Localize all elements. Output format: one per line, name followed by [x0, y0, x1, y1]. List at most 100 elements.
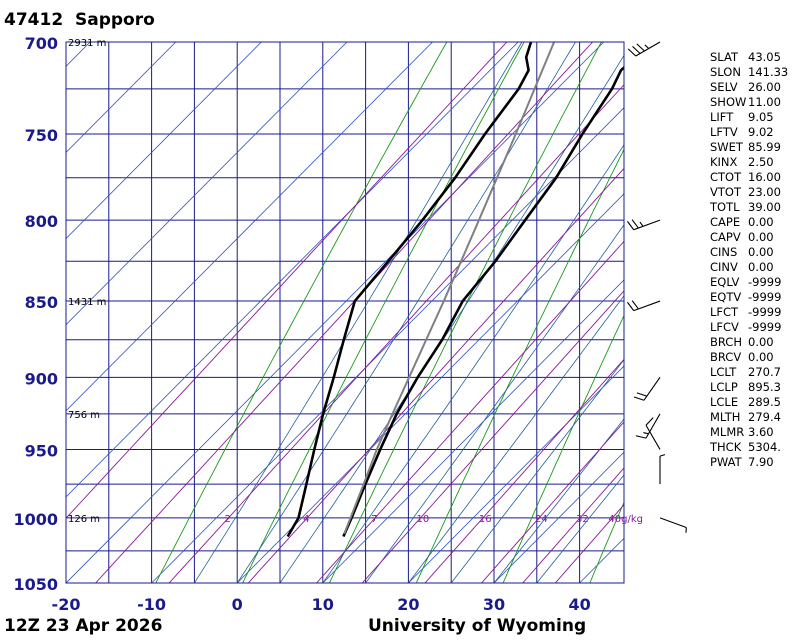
- temperature-tick-label: 0: [232, 595, 243, 614]
- index-value: 39.00: [748, 200, 781, 214]
- temperature-tick-label: 10: [312, 595, 334, 614]
- index-name: EQTV: [710, 290, 742, 304]
- wind-barb-flag: [636, 43, 645, 52]
- mixing-ratio-line: [424, 358, 624, 583]
- chart-title: 47412 Sapporo: [4, 10, 155, 30]
- wind-barb-flag: [631, 219, 639, 229]
- wind-barb: [627, 41, 661, 57]
- height-label: 1431 m: [68, 297, 106, 308]
- wind-barb-flag: [632, 45, 641, 54]
- index-row-thck: THCK 5304.: [710, 440, 788, 455]
- temperature-tick-label: 40: [568, 595, 590, 614]
- index-name: LFTV: [710, 125, 738, 139]
- index-value: 43.05: [748, 50, 781, 64]
- wind-barb-flag: [633, 396, 645, 401]
- index-row-lfcv: LFCV -9999: [710, 320, 788, 335]
- index-value: 0.00: [748, 215, 774, 229]
- pressure-tick-label: 900: [25, 369, 58, 388]
- index-name: LCLT: [710, 365, 737, 379]
- temperature-tick-label: -10: [137, 595, 166, 614]
- wind-barb-half-flag: [659, 454, 666, 457]
- pressure-tick-label: 1000: [13, 510, 58, 529]
- index-row-lcle: LCLE 289.5: [710, 395, 788, 410]
- index-row-swet: SWET 85.99: [710, 140, 788, 155]
- height-label: 2931 m: [68, 38, 106, 49]
- dry-adiabat: [242, 42, 525, 583]
- wind-barb-half-flag: [643, 432, 649, 435]
- wind-barb-flag: [645, 417, 654, 426]
- pressure-tick-label: 950: [25, 441, 58, 460]
- index-name: CINS: [710, 245, 738, 259]
- index-row-cins: CINS 0.00: [710, 245, 788, 260]
- mixing-ratio-line: [316, 240, 624, 583]
- wind-barb: [633, 377, 661, 401]
- index-value: 26.00: [748, 80, 781, 94]
- index-row-eqlv: EQLV -9999: [710, 275, 788, 290]
- height-label: 756 m: [68, 410, 100, 421]
- index-value: 5304.: [748, 440, 781, 454]
- wind-barb-half-flag: [639, 221, 644, 227]
- index-name: LCLE: [710, 395, 739, 409]
- index-row-ctot: CTOT 16.00: [710, 170, 788, 185]
- index-value: 3.60: [748, 425, 774, 439]
- index-name: SHOW: [710, 95, 747, 109]
- wind-barb-half-flag: [644, 44, 650, 49]
- mixing-ratio-label: 10: [416, 514, 429, 525]
- index-row-vtot: VTOT 23.00: [710, 185, 788, 200]
- index-value: 9.05: [748, 110, 774, 124]
- wind-barb-staff: [659, 517, 687, 528]
- isotherm-line: [66, 42, 262, 240]
- index-value: 23.00: [748, 185, 781, 199]
- index-row-slat: SLAT 43.05: [710, 50, 788, 65]
- moist-adiabat: [536, 474, 624, 583]
- temperature-tick-label: -20: [52, 595, 81, 614]
- index-value: 289.5: [748, 395, 781, 409]
- isotherm-line: [66, 42, 348, 326]
- index-row-lclt: LCLT 270.7: [710, 365, 788, 380]
- wind-barb-flag: [636, 392, 647, 397]
- wind-barb: [659, 517, 687, 533]
- mixing-ratio-line: [522, 467, 624, 583]
- wind-barb: [645, 417, 661, 450]
- index-name: TOTL: [710, 200, 740, 214]
- moist-adiabat: [236, 42, 576, 583]
- index-name: PWAT: [710, 455, 742, 469]
- index-row-lclp: LCLP 895.3: [710, 380, 788, 395]
- mixing-ratio-line: [66, 42, 508, 519]
- index-row-lfct: LFCT -9999: [710, 305, 788, 320]
- index-row-pwat: PWAT 7.90: [710, 455, 788, 470]
- wind-barb-flag: [631, 300, 639, 310]
- plot-frame: [65, 41, 625, 584]
- stability-indices-table: SLAT 43.05 SLON 141.33 SELV 26.00 SHOW 11.00 LIF…: [710, 50, 788, 470]
- index-value: 11.00: [748, 95, 781, 109]
- index-name: MLTH: [710, 410, 741, 424]
- index-name: KINX: [710, 155, 738, 169]
- index-name: SELV: [710, 80, 738, 94]
- isotherm-line: [66, 42, 177, 153]
- index-name: THCK: [710, 440, 742, 454]
- height-label: 126 m: [68, 514, 100, 525]
- parcel-profile: [343, 42, 556, 535]
- index-value: 279.4: [748, 410, 781, 424]
- index-name: LFCV: [710, 320, 739, 334]
- isotherm-line: [66, 42, 519, 498]
- plot-area: [66, 42, 624, 583]
- wind-barb-flag: [627, 301, 635, 311]
- index-row-kinx: KINX 2.50: [710, 155, 788, 170]
- isotherm-line: [408, 365, 624, 583]
- index-value: 895.3: [748, 380, 781, 394]
- index-value: 85.99: [748, 140, 781, 154]
- pressure-tick-label: 800: [25, 212, 58, 231]
- dewpoint-profile: [286, 42, 533, 538]
- mixing-ratio-label: 2: [224, 514, 230, 525]
- wind-barb-staff: [645, 424, 661, 450]
- index-row-cinv: CINV 0.00: [710, 260, 788, 275]
- index-value: -9999: [748, 290, 782, 304]
- index-row-mlmr: MLMR 3.60: [710, 425, 788, 440]
- wind-barb-flag: [627, 221, 635, 231]
- pressure-tick-label: 700: [25, 34, 58, 53]
- index-row-lift: LIFT 9.05: [710, 110, 788, 125]
- dry-adiabat: [415, 148, 624, 583]
- isotherm-line: [66, 42, 605, 583]
